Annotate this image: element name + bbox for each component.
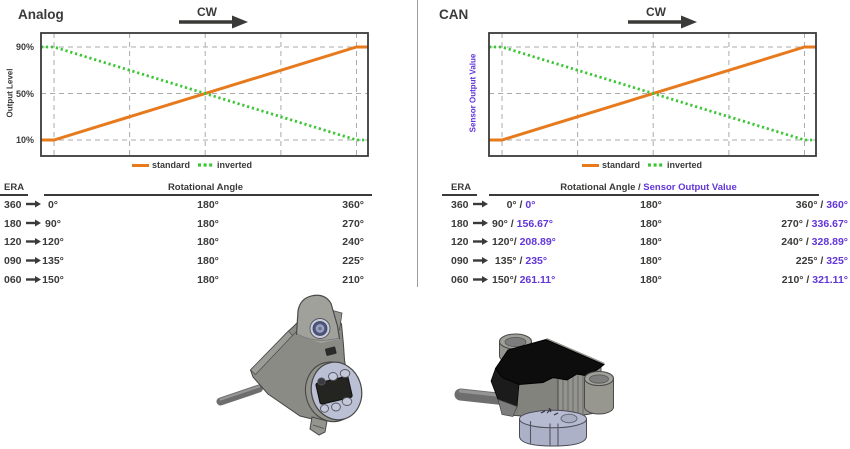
svg-text:CW: CW xyxy=(197,5,218,19)
svg-text:CW: CW xyxy=(646,5,667,19)
